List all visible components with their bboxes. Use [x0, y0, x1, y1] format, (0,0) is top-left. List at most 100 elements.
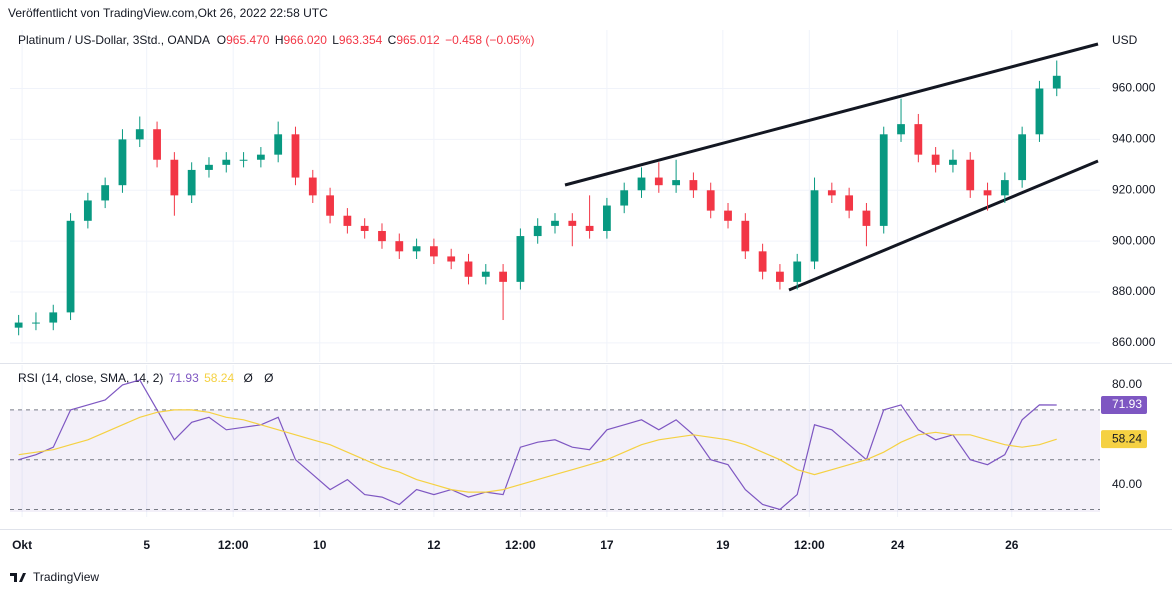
sma-last: 58.24 [204, 371, 234, 385]
candle-body [135, 129, 144, 140]
candle-body [395, 241, 404, 252]
candle-body [14, 322, 23, 328]
x-tick-label: Okt [12, 538, 32, 552]
candle-body [758, 251, 767, 272]
candle-body [239, 159, 248, 161]
currency: USD [1112, 33, 1138, 47]
x-tick-label: 5 [143, 538, 150, 552]
rsi-line [18, 379, 1057, 511]
candle-body [672, 180, 681, 186]
candle-body [481, 271, 490, 277]
rsi-line [18, 409, 1057, 493]
candle-body [706, 190, 715, 211]
candle-body [931, 154, 940, 165]
candle-body [66, 220, 75, 313]
c-label: C [388, 33, 397, 47]
candle-body [533, 225, 542, 237]
published-note: Veröffentlicht von TradingView.com,Okt 2… [8, 6, 328, 20]
candle-body [1035, 88, 1044, 135]
candle-body [568, 220, 577, 226]
change: −0.458 (−0.05%) [445, 33, 534, 47]
rsi-title: RSI (14, close, SMA, 14, 2) [18, 371, 163, 385]
candle-body [49, 312, 58, 323]
candle-body [429, 246, 438, 257]
footer-logo: TradingView [10, 570, 99, 584]
candle-body [222, 159, 231, 165]
y-tick-label: 960.000 [1112, 81, 1156, 95]
l-value: 963.354 [339, 33, 383, 47]
x-tick-label: 10 [313, 538, 327, 552]
candle-body [654, 177, 663, 186]
trend-line-upper [564, 42, 1099, 187]
logo-icon [10, 573, 26, 582]
x-tick-label: 24 [891, 538, 905, 552]
o-label: O [217, 33, 226, 47]
candle-body [897, 124, 905, 135]
candle-body [32, 322, 40, 324]
h-value: 966.020 [284, 33, 328, 47]
candle-body [447, 256, 456, 262]
rsi-band-fill [10, 410, 1100, 512]
candle-body [827, 190, 836, 196]
candle-body [101, 185, 110, 201]
last-value-box [1101, 430, 1147, 449]
y-tick-label: 940.000 [1112, 132, 1156, 146]
candle-body [516, 236, 525, 282]
candle-body [845, 195, 854, 211]
candle-body [983, 190, 992, 196]
last-value-label: 71.93 [1112, 397, 1142, 411]
candle-body [1052, 75, 1061, 89]
candle-body [585, 225, 594, 231]
candle-body [83, 200, 92, 221]
y-tick-label: 880.000 [1112, 284, 1156, 298]
candle-body [499, 271, 507, 282]
candle-body [187, 169, 196, 196]
candle-body [412, 246, 421, 252]
rsi-legend: RSI (14, close, SMA, 14, 2) 71.93 58.24 … [18, 371, 274, 385]
candle-body [879, 134, 888, 226]
icon: Ø [243, 371, 252, 385]
x-tick-label: 12:00 [505, 538, 536, 552]
candle-body [724, 210, 732, 221]
legend-line: Platinum / US-Dollar, 3Std., OANDA O965.… [18, 33, 534, 47]
x-tick-label: 19 [716, 538, 730, 552]
candle-body [1018, 134, 1027, 181]
candle-body [741, 220, 750, 252]
trend-line-lower [788, 159, 1099, 292]
candle-body [153, 129, 161, 160]
y-tick-label: 920.000 [1112, 182, 1156, 196]
x-tick-label: 17 [600, 538, 614, 552]
y-tick-label: 80.00 [1112, 377, 1142, 391]
brand: TradingView [33, 570, 99, 584]
last-value-label: 58.24 [1112, 431, 1142, 445]
y-tick-label: 40.00 [1112, 477, 1142, 491]
candle-body [862, 210, 871, 226]
o-value: 965.470 [226, 33, 270, 47]
candle-body [205, 164, 213, 170]
y-tick-label: 900.000 [1112, 233, 1156, 247]
candle-body [810, 190, 819, 262]
candle-body [291, 134, 300, 178]
y-tick-label: 860.000 [1112, 335, 1156, 349]
candle-body [274, 134, 283, 155]
h-label: H [275, 33, 284, 47]
candle-body [343, 215, 352, 226]
candle-body [118, 139, 127, 186]
candle-body [603, 205, 611, 231]
candle-body [170, 159, 179, 196]
candle-body [776, 271, 784, 282]
candle-body [689, 180, 698, 191]
candle-body [378, 230, 386, 242]
candle-body [620, 190, 629, 206]
candle-body [793, 261, 802, 282]
candle-body [949, 159, 957, 165]
l-label: L [332, 33, 339, 47]
rsi-last: 71.93 [169, 371, 199, 385]
candle-body [914, 124, 923, 155]
candle-body [326, 195, 334, 216]
c-value: 965.012 [396, 33, 440, 47]
symbol: Platinum / US-Dollar, 3Std., OANDA [18, 33, 210, 47]
candle-body [551, 220, 559, 226]
